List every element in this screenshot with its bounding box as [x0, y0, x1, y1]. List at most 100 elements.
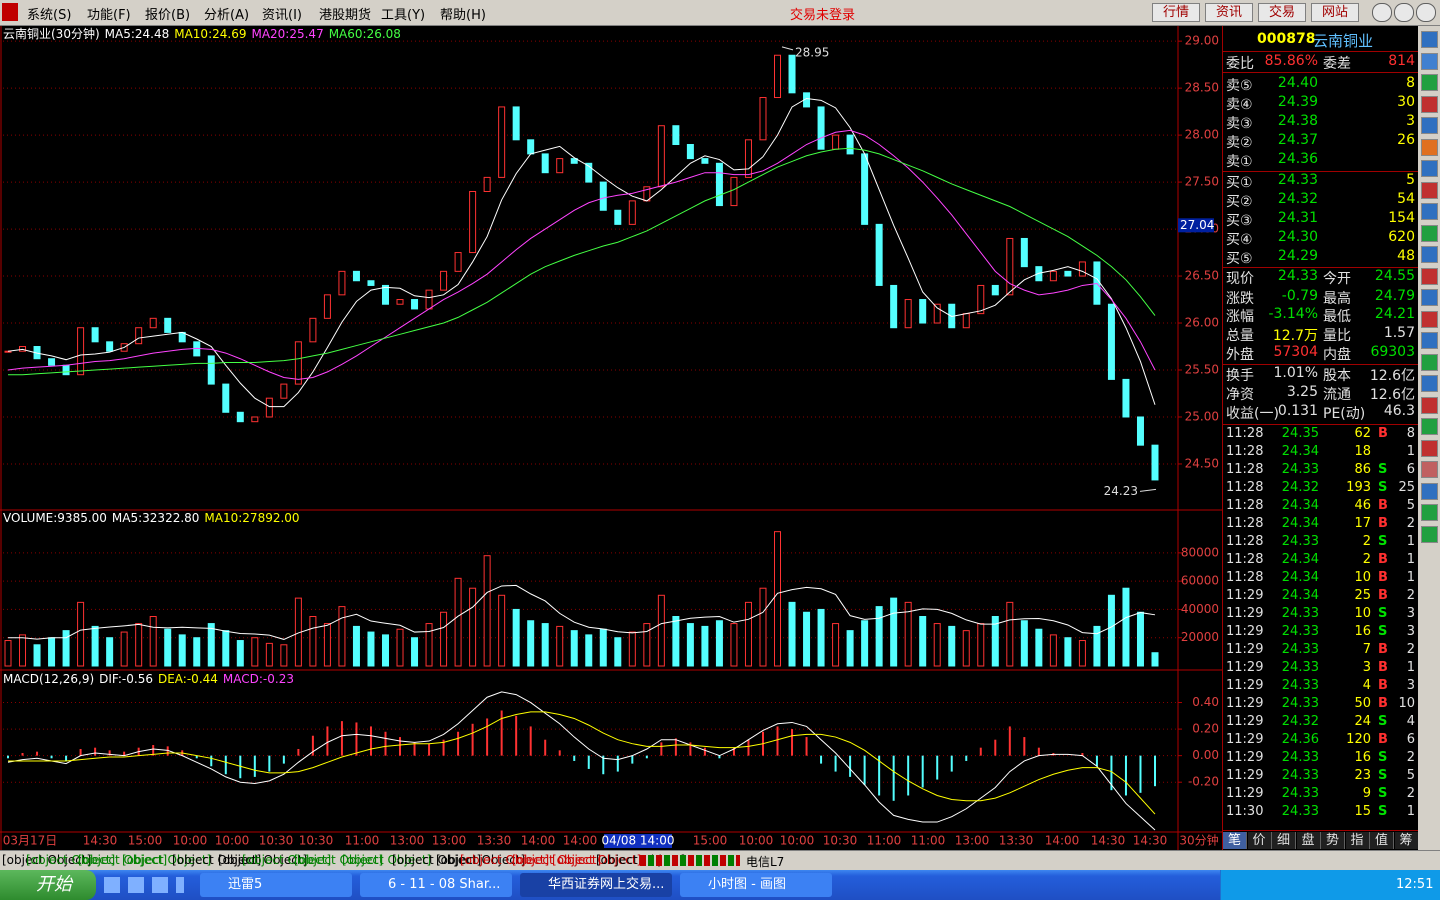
tool-icon[interactable] — [1421, 439, 1438, 457]
candle — [1122, 378, 1130, 418]
panel-tab[interactable]: 价 — [1247, 832, 1272, 849]
panel-tab[interactable]: 笔 — [1223, 832, 1247, 849]
chart: 云南铜业(30分钟) MA5:24.48 MA10:24.69 MA20:25.47 M… — [0, 26, 1222, 850]
menu-item[interactable]: 帮助(H) — [440, 8, 486, 23]
header-item: MA60:26.08 — [329, 27, 401, 41]
tool-icon[interactable] — [1421, 31, 1438, 48]
volume-bar — [803, 611, 811, 667]
tool-icon[interactable] — [1421, 375, 1438, 392]
panel-tab[interactable]: 势 — [1321, 832, 1345, 849]
tool-icon[interactable] — [1421, 246, 1438, 263]
book-volume: 48 — [1397, 248, 1415, 264]
trade-price: 24.32 — [1281, 480, 1319, 495]
tool-icon[interactable] — [1421, 203, 1438, 220]
tool-icon[interactable] — [1421, 332, 1438, 349]
candle — [788, 54, 796, 94]
menu-item[interactable]: 系统(S) — [27, 8, 72, 23]
trade-side: B — [1378, 426, 1388, 441]
book-volume: 620 — [1388, 229, 1415, 245]
index-item: [object Object] — [26, 853, 116, 867]
candle — [207, 355, 215, 385]
separator — [1223, 830, 1419, 831]
candle — [48, 358, 56, 366]
menu-item[interactable]: 报价(B) — [145, 8, 191, 23]
tool-icon[interactable] — [1421, 74, 1438, 91]
trade-price: 24.34 — [1281, 498, 1319, 513]
y-tick-label: 0.00 — [1192, 748, 1219, 762]
task-button[interactable]: 小时图 - 画图 — [680, 873, 832, 897]
task-button[interactable]: 6 - 11 - 08 Shar... — [360, 873, 512, 897]
trade-price: 24.34 — [1281, 552, 1319, 567]
tool-icon[interactable] — [1421, 504, 1438, 521]
y-tick-label: 40000 — [1181, 602, 1219, 616]
candle — [846, 134, 854, 155]
menu-item[interactable]: 功能(F) — [87, 8, 131, 23]
tool-icon[interactable] — [1421, 461, 1438, 478]
menu-item[interactable]: 资讯(I) — [262, 8, 302, 23]
x-tick-label: 11:00 — [911, 834, 946, 848]
tool-icon[interactable] — [1421, 138, 1438, 156]
window-control[interactable] — [1394, 3, 1414, 22]
index-item: [object Object] — [294, 853, 384, 867]
tool-icon[interactable] — [1421, 95, 1438, 113]
window-control[interactable] — [1416, 3, 1436, 22]
candle — [62, 364, 70, 376]
tool-icon[interactable] — [1421, 353, 1438, 371]
tool-icon[interactable] — [1421, 117, 1438, 134]
panel-tab[interactable]: 筹 — [1394, 832, 1419, 849]
candle — [77, 327, 85, 376]
y-tick-label: 20000 — [1181, 630, 1219, 644]
tool-icon[interactable] — [1421, 224, 1438, 242]
quote-label: 总量 — [1226, 328, 1254, 344]
volume-bar — [585, 634, 593, 667]
header-item: MA5:32322.80 — [112, 511, 200, 525]
panel-tab[interactable]: 盘 — [1296, 832, 1321, 849]
window-control[interactable] — [1372, 3, 1392, 22]
top-button[interactable]: 网站 — [1311, 3, 1359, 22]
trade-side: B — [1378, 660, 1388, 675]
trade-count: 1 — [1406, 444, 1415, 459]
panel-tab[interactable]: 值 — [1370, 832, 1394, 849]
menu-item[interactable]: 分析(A) — [204, 8, 250, 23]
task-button[interactable]: 华西证券网上交易... — [520, 873, 672, 897]
indicator-line — [8, 711, 1156, 815]
top-button[interactable]: 交易 — [1258, 3, 1306, 22]
volume-bar — [774, 531, 782, 667]
tool-icon[interactable] — [1421, 482, 1438, 500]
candle — [1107, 303, 1115, 380]
menu-item[interactable]: 工具(Y) — [381, 8, 426, 23]
candle — [512, 106, 520, 141]
volume-bar — [309, 616, 317, 667]
tool-icon[interactable] — [1421, 52, 1438, 70]
panel-tab[interactable]: 指 — [1345, 832, 1370, 849]
quick-launch[interactable] — [104, 877, 184, 893]
volume-bar — [106, 637, 114, 667]
tool-icon[interactable] — [1421, 160, 1438, 177]
tool-icon[interactable] — [1421, 525, 1438, 543]
menu-item[interactable]: 港股期货 — [319, 8, 372, 23]
tool-icon[interactable] — [1421, 418, 1438, 435]
top-button[interactable]: 资讯 — [1205, 3, 1253, 22]
y-tick-label: -0.20 — [1188, 775, 1219, 789]
tool-icon[interactable] — [1421, 396, 1438, 414]
start-button[interactable]: 开始 — [0, 870, 96, 900]
volume-bar — [933, 623, 941, 667]
candle — [730, 176, 738, 207]
quote-label: 量比 — [1323, 328, 1351, 344]
book-label: 买① — [1226, 175, 1253, 191]
quote-label: 内盘 — [1323, 347, 1351, 363]
candle — [164, 317, 172, 333]
x-tick-label: 10:00 — [215, 834, 250, 848]
trade-volume: 4 — [1362, 678, 1371, 693]
tool-icon[interactable] — [1421, 267, 1438, 285]
task-button[interactable]: 迅雷5 — [200, 873, 352, 897]
tool-icon[interactable] — [1421, 181, 1438, 199]
panel-tab[interactable]: 细 — [1272, 832, 1296, 849]
top-button[interactable]: 行情 — [1152, 3, 1200, 22]
tool-icon[interactable] — [1421, 289, 1438, 306]
trade-volume: 86 — [1354, 462, 1371, 477]
trade-count: 6 — [1406, 732, 1415, 747]
tool-icon[interactable] — [1421, 310, 1438, 328]
volume-bar — [469, 587, 477, 667]
x-tick-label: 14:30 — [1091, 834, 1126, 848]
